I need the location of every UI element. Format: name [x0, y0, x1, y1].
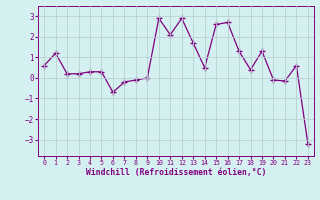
X-axis label: Windchill (Refroidissement éolien,°C): Windchill (Refroidissement éolien,°C) [86, 168, 266, 177]
